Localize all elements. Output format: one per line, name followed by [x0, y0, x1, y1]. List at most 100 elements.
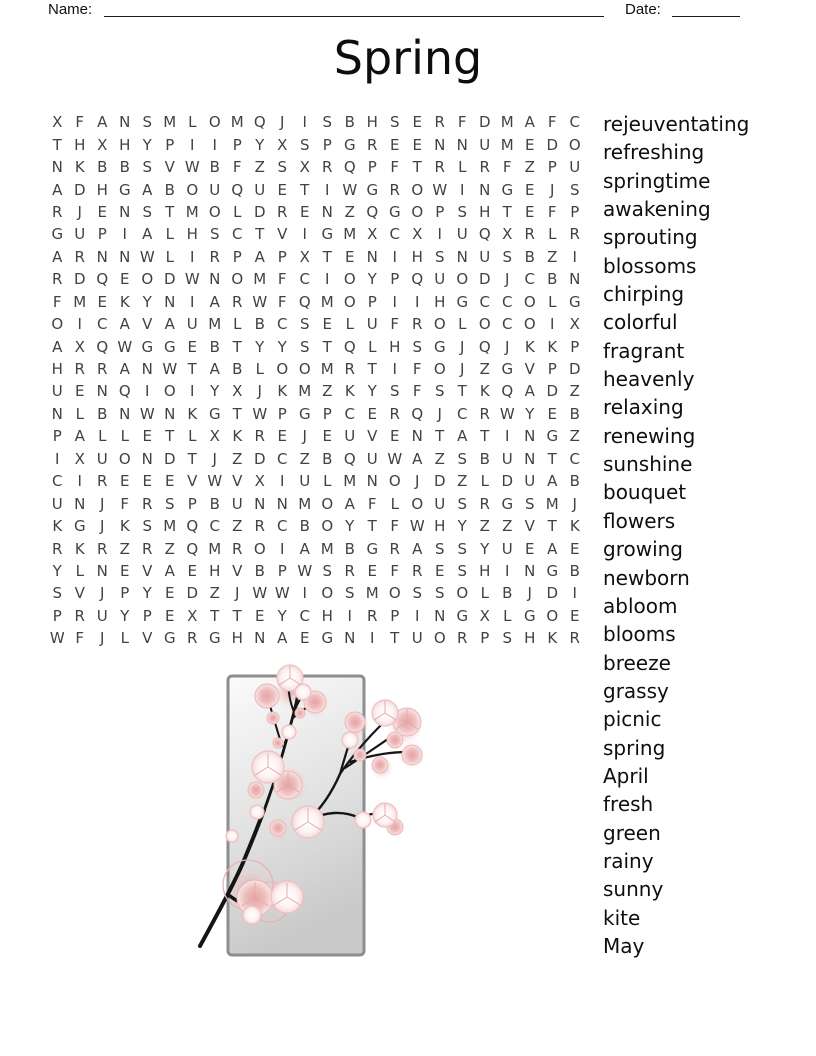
- grid-cell: S: [389, 382, 400, 401]
- grid-cell: N: [524, 561, 536, 580]
- grid-cell: T: [390, 629, 400, 648]
- grid-cell: A: [74, 427, 85, 446]
- grid-cell: K: [52, 517, 63, 536]
- grid-cell: A: [119, 315, 130, 334]
- grid-cell: G: [343, 135, 356, 154]
- grid-cell: P: [322, 404, 332, 423]
- grid-cell: Z: [479, 360, 490, 379]
- grid-cell: O: [253, 539, 266, 558]
- grid-cell: R: [254, 427, 265, 446]
- grid-cell: E: [120, 472, 130, 491]
- grid-cell: L: [120, 629, 129, 648]
- grid-cell: W: [409, 517, 425, 536]
- grid-cell: R: [209, 247, 220, 266]
- grid-cell: T: [367, 517, 377, 536]
- grid-cell: F: [390, 315, 400, 334]
- grid-cell: Y: [345, 517, 355, 536]
- grid-cell: B: [97, 404, 108, 423]
- grid-cell: U: [96, 449, 108, 468]
- grid-cell: N: [434, 606, 446, 625]
- grid-cell: E: [277, 180, 287, 199]
- grid-cell: I: [370, 629, 375, 648]
- grid-cell: M: [163, 517, 177, 536]
- grid-cell: S: [457, 494, 468, 513]
- grid-cell: D: [163, 270, 176, 289]
- grid-cell: M: [320, 539, 334, 558]
- grid-cell: M: [163, 113, 177, 132]
- grid-cell: S: [434, 382, 445, 401]
- grid-cell: R: [322, 158, 333, 177]
- grid-cell: Y: [255, 135, 265, 154]
- grid-cell: R: [412, 315, 423, 334]
- grid-cell: V: [142, 561, 153, 580]
- grid-cell: Q: [253, 113, 266, 132]
- grid-cell: W: [342, 180, 358, 199]
- grid-cell: C: [569, 449, 580, 468]
- grid-cell: H: [389, 337, 401, 356]
- grid-cell: J: [257, 382, 262, 401]
- grid-cell: G: [568, 292, 581, 311]
- grid-cell: P: [120, 584, 130, 603]
- grid-cell: R: [569, 629, 580, 648]
- grid-cell: L: [120, 427, 129, 446]
- grid-cell: V: [367, 427, 378, 446]
- grid-cell: S: [142, 202, 153, 221]
- grid-cell: S: [322, 561, 333, 580]
- grid-cell: P: [277, 247, 287, 266]
- grid-cell: O: [568, 135, 581, 154]
- grid-cell: T: [457, 382, 467, 401]
- word-list-item: chirping: [603, 282, 685, 307]
- grid-cell: P: [277, 561, 287, 580]
- grid-cell: A: [52, 180, 63, 199]
- grid-cell: Q: [343, 337, 356, 356]
- grid-cell: P: [367, 292, 377, 311]
- grid-cell: J: [460, 337, 465, 356]
- grid-cell: G: [141, 337, 154, 356]
- grid-cell: G: [433, 337, 446, 356]
- grid-cell: N: [321, 202, 333, 221]
- grid-cell: F: [412, 360, 422, 379]
- word-list-item: blossoms: [603, 253, 697, 278]
- grid-cell: J: [505, 337, 510, 356]
- grid-cell: O: [388, 472, 401, 491]
- grid-cell: O: [51, 315, 64, 334]
- petal-lines: [240, 666, 419, 907]
- grid-cell: G: [456, 606, 469, 625]
- grid-cell: E: [300, 202, 310, 221]
- grid-cell: V: [142, 629, 153, 648]
- grid-cell: F: [277, 270, 287, 289]
- grid-cell: M: [230, 113, 244, 132]
- grid-cell: I: [392, 292, 397, 311]
- grid-cell: E: [120, 561, 130, 580]
- grid-cell: Z: [569, 382, 580, 401]
- grid-cell: S: [434, 539, 445, 558]
- grid-cell: S: [344, 584, 355, 603]
- grid-cell: T: [255, 225, 265, 244]
- grid-cell: F: [390, 561, 400, 580]
- grid-cell: N: [74, 494, 86, 513]
- word-list-item: April: [603, 763, 649, 788]
- grid-cell: O: [163, 382, 176, 401]
- grid-cell: K: [74, 539, 85, 558]
- grid-cell: I: [325, 180, 330, 199]
- grid-cell: R: [97, 539, 108, 558]
- grid-cell: D: [73, 180, 86, 199]
- grid-cell: Z: [232, 517, 243, 536]
- grid-cell: E: [435, 561, 445, 580]
- grid-cell: R: [52, 202, 63, 221]
- grid-cell: K: [277, 382, 288, 401]
- grid-cell: R: [74, 360, 85, 379]
- grid-cell: I: [572, 584, 577, 603]
- grid-cell: A: [209, 292, 220, 311]
- grid-cell: F: [75, 113, 85, 132]
- grid-cell: U: [51, 382, 63, 401]
- grid-cell: X: [569, 315, 580, 334]
- grid-cell: H: [119, 135, 131, 154]
- grid-cell: N: [456, 135, 468, 154]
- grid-cell: I: [392, 247, 397, 266]
- grid-cell: E: [165, 584, 175, 603]
- grid-cell: S: [209, 225, 220, 244]
- grid-cell: B: [209, 337, 220, 356]
- grid-cell: J: [100, 517, 105, 536]
- grid-cell: V: [74, 584, 85, 603]
